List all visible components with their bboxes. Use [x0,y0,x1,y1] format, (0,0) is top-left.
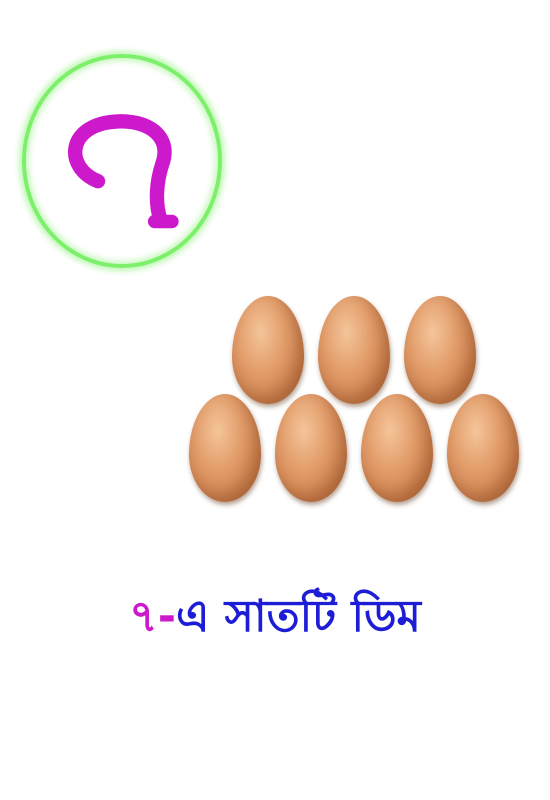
egg [232,296,304,404]
egg [318,296,390,404]
egg [189,394,261,502]
caption: ৭-এ সাতটি ডিম [0,582,550,652]
caption-number: ৭- [129,591,176,642]
bengali-seven-numeral [68,114,179,229]
caption-text: এ সাতটি ডিম [175,591,421,642]
egg [361,394,433,502]
egg [404,296,476,404]
egg [275,394,347,502]
egg-group [180,290,530,510]
egg [447,394,519,502]
numeral-circle [22,54,222,268]
